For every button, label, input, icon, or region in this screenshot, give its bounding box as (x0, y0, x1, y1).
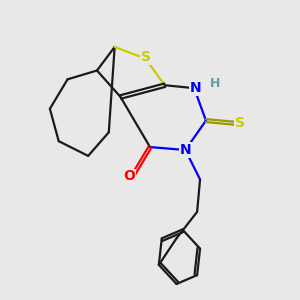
Text: S: S (141, 50, 151, 64)
Text: S: S (235, 116, 245, 130)
Text: N: N (190, 81, 202, 95)
Text: N: N (179, 143, 191, 157)
Text: H: H (210, 77, 220, 90)
Text: O: O (124, 169, 135, 184)
